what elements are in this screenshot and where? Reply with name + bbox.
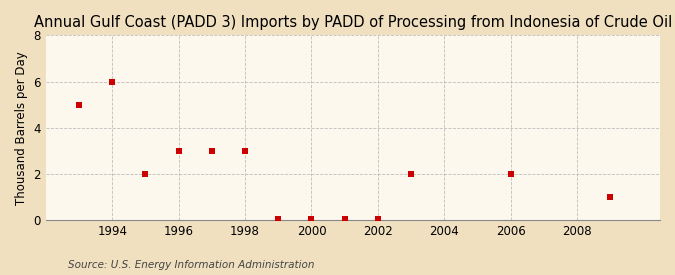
Point bbox=[74, 102, 84, 107]
Title: Annual Gulf Coast (PADD 3) Imports by PADD of Processing from Indonesia of Crude: Annual Gulf Coast (PADD 3) Imports by PA… bbox=[34, 15, 672, 30]
Point bbox=[505, 172, 516, 176]
Point bbox=[373, 216, 383, 221]
Y-axis label: Thousand Barrels per Day: Thousand Barrels per Day bbox=[15, 51, 28, 205]
Point bbox=[140, 172, 151, 176]
Point bbox=[173, 148, 184, 153]
Point bbox=[406, 172, 416, 176]
Point bbox=[306, 216, 317, 221]
Point bbox=[240, 148, 250, 153]
Point bbox=[207, 148, 217, 153]
Text: Source: U.S. Energy Information Administration: Source: U.S. Energy Information Administ… bbox=[68, 260, 314, 270]
Point bbox=[340, 216, 350, 221]
Point bbox=[107, 79, 117, 84]
Point bbox=[605, 195, 616, 199]
Point bbox=[273, 216, 284, 221]
